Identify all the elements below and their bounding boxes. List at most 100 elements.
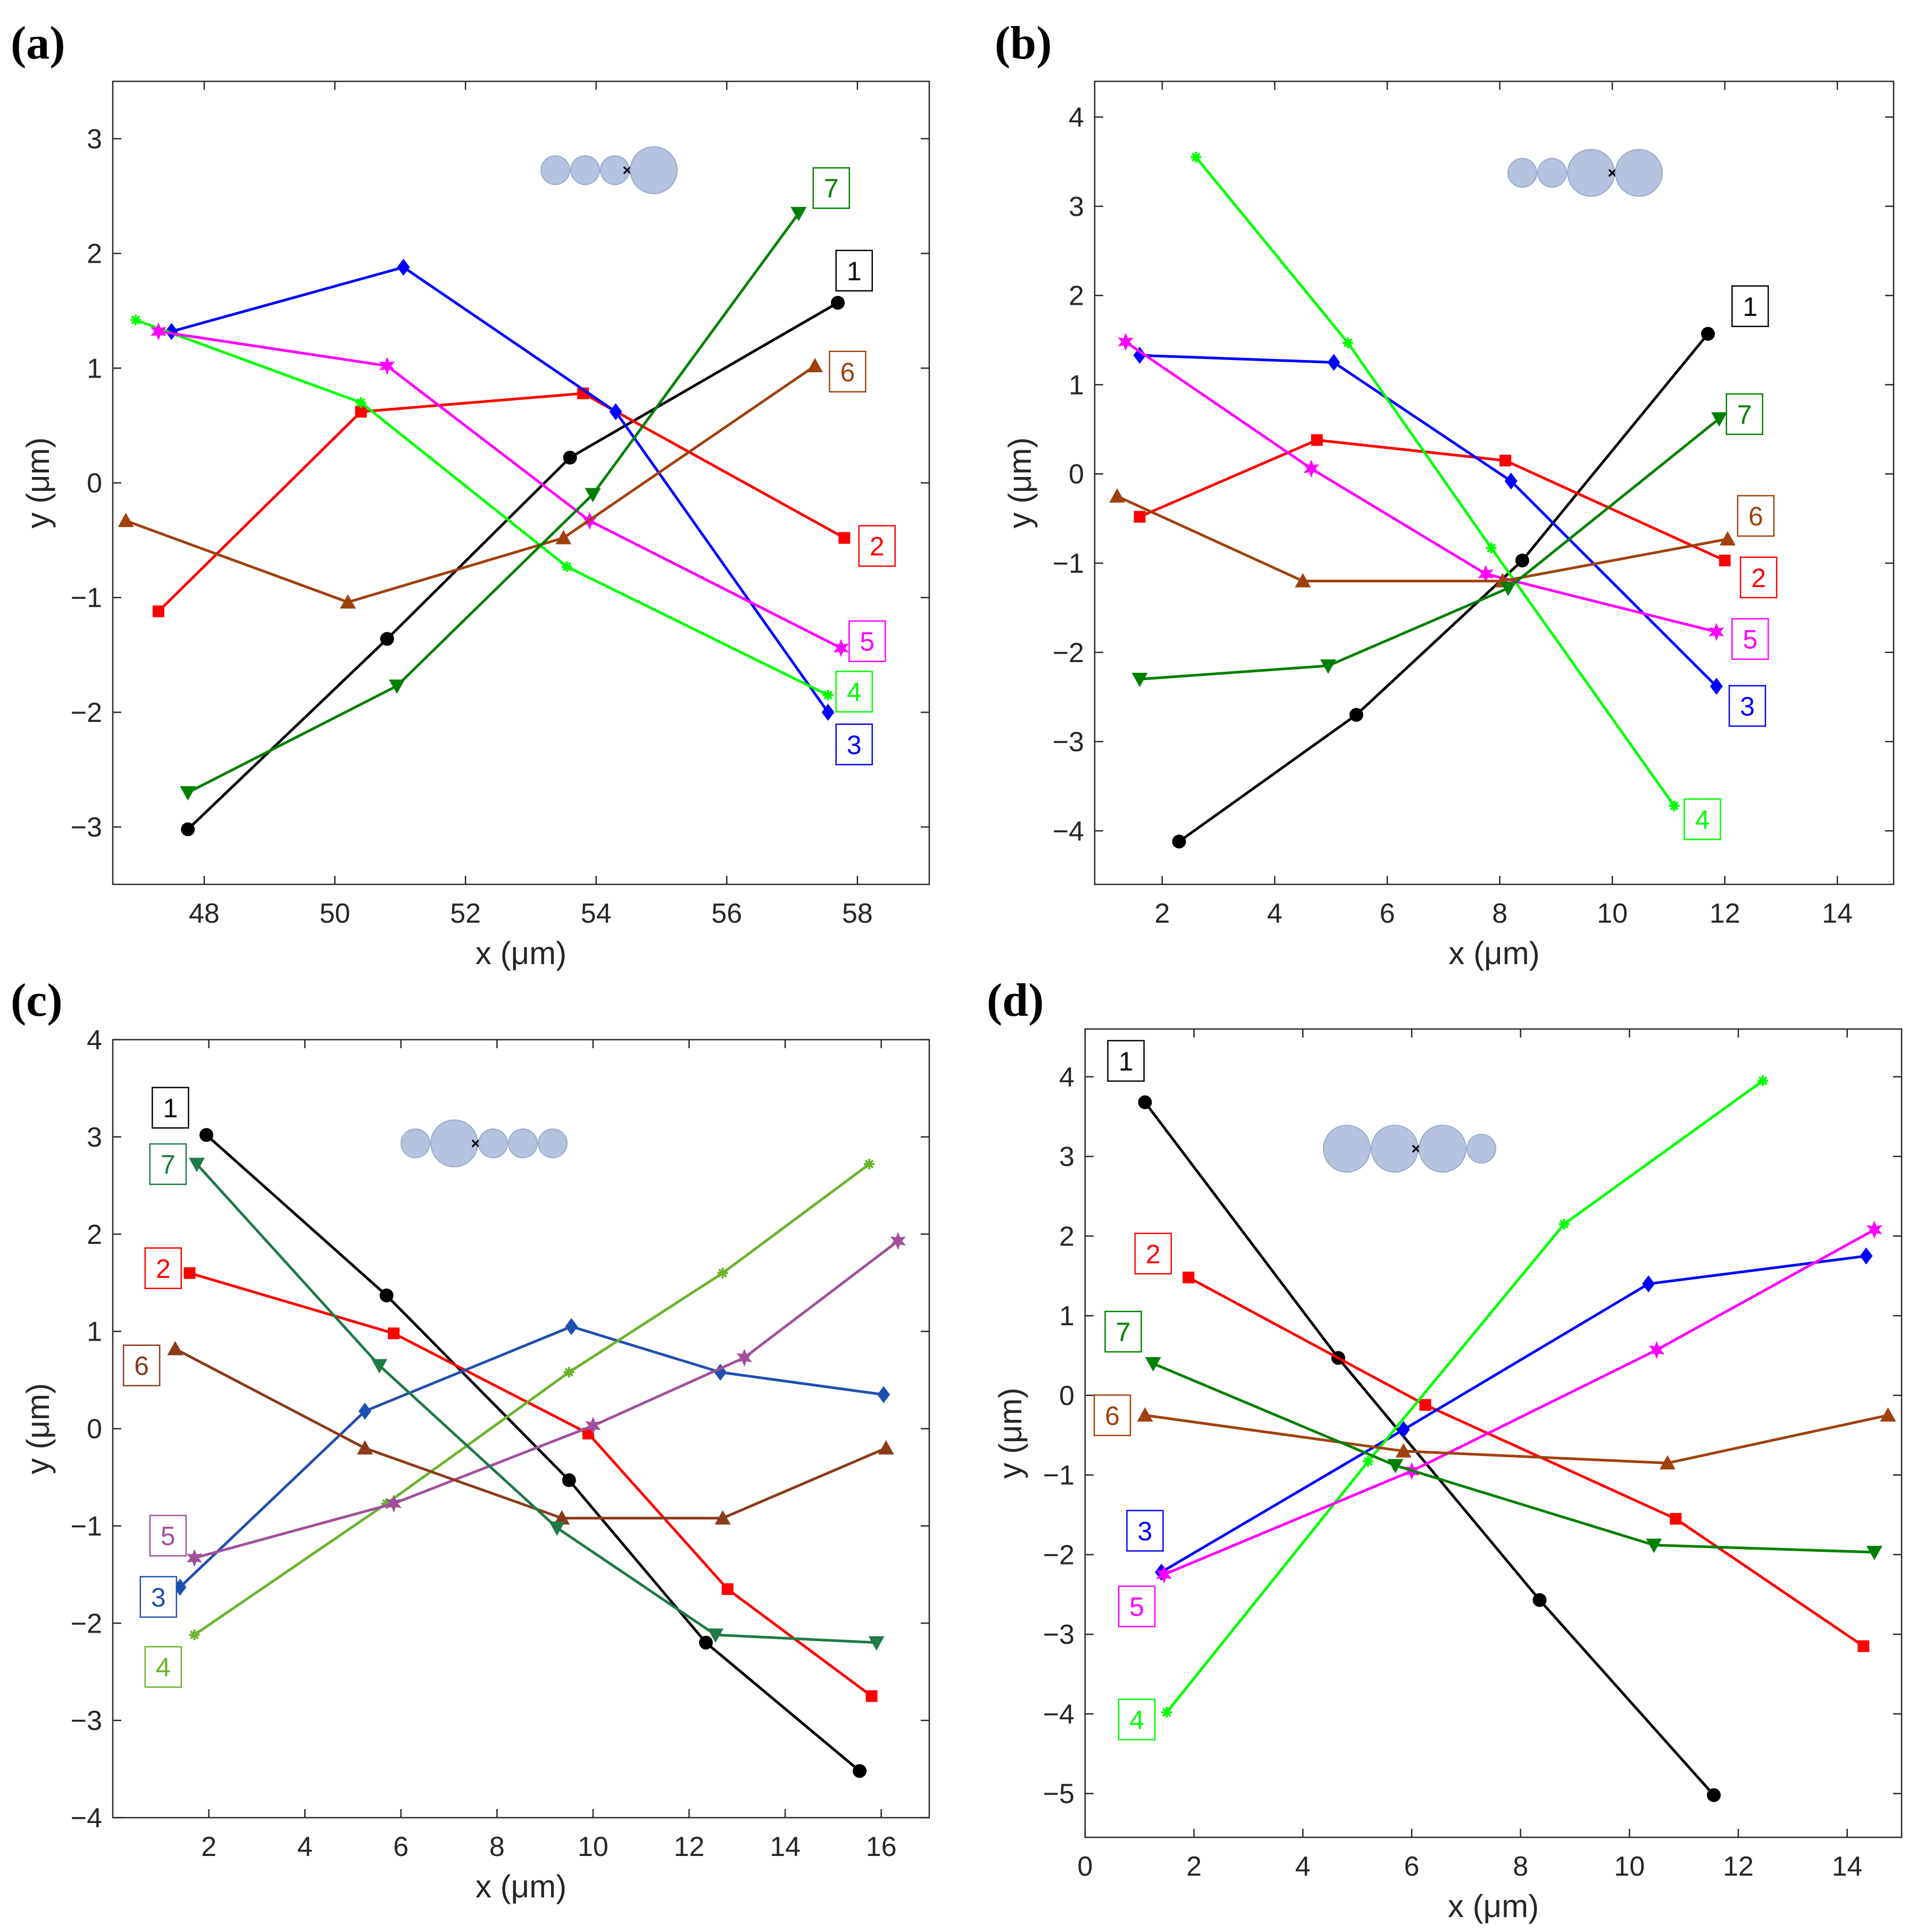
panel-d-series-7-point	[1145, 1357, 1161, 1371]
panel-a-inset-schematic: ×	[540, 146, 678, 194]
panel-a-series-4-point	[130, 314, 141, 325]
panel-d-series-5-point	[1156, 1565, 1172, 1584]
panel-b-series-7-label: 7	[1737, 400, 1752, 430]
panel-a-series-2-line	[157, 392, 845, 613]
panel-a-series-3: 3	[165, 258, 873, 766]
panel-d-series-4: 4	[1118, 1075, 1769, 1741]
panel-d-xlabel: x (μm)	[1448, 1888, 1539, 1924]
panel-a-xtick-label: 54	[581, 898, 612, 929]
panel-c-xtick-label: 2	[201, 1831, 216, 1862]
panel-b-series-5-label-box	[1731, 618, 1769, 660]
panel-b-series-4-point	[1669, 800, 1680, 812]
panel-d-ytick-label: 2	[1059, 1221, 1074, 1252]
panel-b-series-1-point	[1172, 834, 1186, 849]
panel-d-series-3-point	[1642, 1275, 1655, 1293]
panel-a-series-1-point	[181, 822, 195, 837]
panel-c-series-3: 3	[139, 1318, 890, 1618]
panel-c-series-4-label-box	[144, 1646, 182, 1688]
panel-d-series-6-point	[1137, 1407, 1153, 1422]
panel-c-series-6-point	[167, 1341, 184, 1356]
panel-a-xlabel: x (μm)	[476, 935, 566, 971]
panel-a-series-7-line	[187, 212, 800, 794]
panel-b-xtick-label: 6	[1380, 898, 1395, 929]
panel-d-series-6-label-box	[1093, 1394, 1131, 1436]
panel-c-series-7-label-box	[149, 1143, 187, 1185]
panel-b-series-6-label-box	[1737, 495, 1775, 537]
panel-b-series-4: 4	[1190, 152, 1721, 840]
panel-d-series-4-point	[1559, 1218, 1570, 1230]
panel-b-series-7-point	[1711, 412, 1728, 427]
panel-c-series-4-point	[381, 1498, 392, 1509]
panel-b-ylabel: y (μm)	[1002, 437, 1038, 528]
panel-c-series-7-label: 7	[161, 1150, 176, 1180]
panel-d-series-6-line	[1145, 1414, 1888, 1465]
panel-d-series-6-label: 6	[1105, 1401, 1120, 1431]
panel-b-ytick-label: −3	[1053, 727, 1084, 758]
panel-c-series-1-point	[562, 1473, 576, 1487]
panel-c-ytick-label: −4	[71, 1803, 102, 1834]
panel-a-series-7-point	[389, 679, 405, 694]
panel-b-series-2-point	[1499, 455, 1512, 467]
panel-b-label: (b)	[995, 18, 1052, 69]
panel-d-series-1-point	[1532, 1593, 1547, 1607]
panel-d-series-5-line	[1163, 1228, 1876, 1576]
panel-d-ytick-label: 4	[1059, 1062, 1074, 1093]
panel-c-series-2-point	[582, 1427, 594, 1440]
panel-b-series-2-label: 2	[1751, 563, 1766, 593]
panel-d-xtick-label: 12	[1723, 1851, 1754, 1882]
panel-a-inset-sphere	[540, 155, 570, 185]
panel-d-series-4-label: 4	[1129, 1705, 1144, 1735]
panel-b-series-2-point	[1134, 511, 1146, 523]
panel-c-series-4-point	[717, 1267, 728, 1278]
panel-c-series-1: 1	[152, 1086, 867, 1778]
panel-c-series-1-point	[379, 1288, 394, 1302]
panel-a-series-7-point	[585, 488, 601, 503]
panel-c-series-5-label: 5	[161, 1521, 176, 1551]
panel-c-series-7-point	[549, 1521, 565, 1536]
panel-a-series-1-label-box	[835, 249, 873, 292]
panel-a-series-5-point	[379, 357, 395, 375]
panel-c-series-7: 7	[149, 1143, 885, 1651]
panel-d-series-3-line	[1161, 1254, 1866, 1574]
panel-a-series-6-point	[807, 357, 823, 372]
panel-d-ytick-label: −5	[1043, 1779, 1074, 1810]
panel-c-series-6-point	[714, 1510, 731, 1525]
panel-a-series-7-label: 7	[824, 174, 839, 204]
panel-b-series-7-label-box	[1726, 393, 1763, 436]
panel-b-series-7-point	[1131, 673, 1148, 688]
panel-d-series-7-point	[1646, 1538, 1662, 1553]
panel-b-series-2-label-box	[1739, 556, 1778, 599]
panel-d-series-4-point	[1757, 1075, 1769, 1086]
panel-b-series-2-line	[1139, 439, 1726, 562]
panel-b-ytick-label: 2	[1069, 281, 1084, 312]
panel-a-series-3-point	[821, 704, 835, 721]
panel-b-series-1-point	[1701, 327, 1715, 341]
panel-c-series-3-point	[565, 1318, 578, 1335]
panel-c-xtick-label: 14	[770, 1831, 801, 1862]
panel-a-series-1-line	[187, 302, 839, 831]
panel-c-ytick-label: −3	[71, 1705, 102, 1736]
panel-b-xtick-label: 4	[1267, 898, 1282, 929]
panel-c-series-7-point	[371, 1359, 388, 1374]
panel-a-series-5: 5	[151, 322, 886, 662]
panel-a-series-4-label: 4	[847, 678, 862, 707]
panel-d-ytick-label: −2	[1043, 1540, 1074, 1570]
panel-c-series-4-point	[864, 1159, 875, 1170]
panel-d-ytick-label: −4	[1043, 1699, 1074, 1730]
panel-b-series-5-point	[1303, 459, 1319, 478]
panel-c-xlabel: x (μm)	[476, 1869, 566, 1904]
panel-a-series-4-line	[135, 319, 829, 697]
panel-d-ytick-label: 0	[1059, 1381, 1074, 1411]
panel-a-series-7-label-box	[812, 167, 851, 209]
panel-c-series-2-label: 2	[156, 1254, 171, 1284]
panel-c-series-4-label: 4	[156, 1653, 171, 1683]
panel-c-inset-sphere	[430, 1119, 478, 1167]
panel-d-ytick-label: −1	[1043, 1460, 1074, 1491]
panel-a-series-7: 7	[180, 167, 851, 801]
panel-c-ytick-label: 4	[87, 1025, 102, 1056]
panel-b-series-7-point	[1320, 659, 1336, 674]
panel-a-xtick-label: 58	[842, 898, 873, 929]
panel-a-ytick-label: −3	[71, 812, 102, 843]
